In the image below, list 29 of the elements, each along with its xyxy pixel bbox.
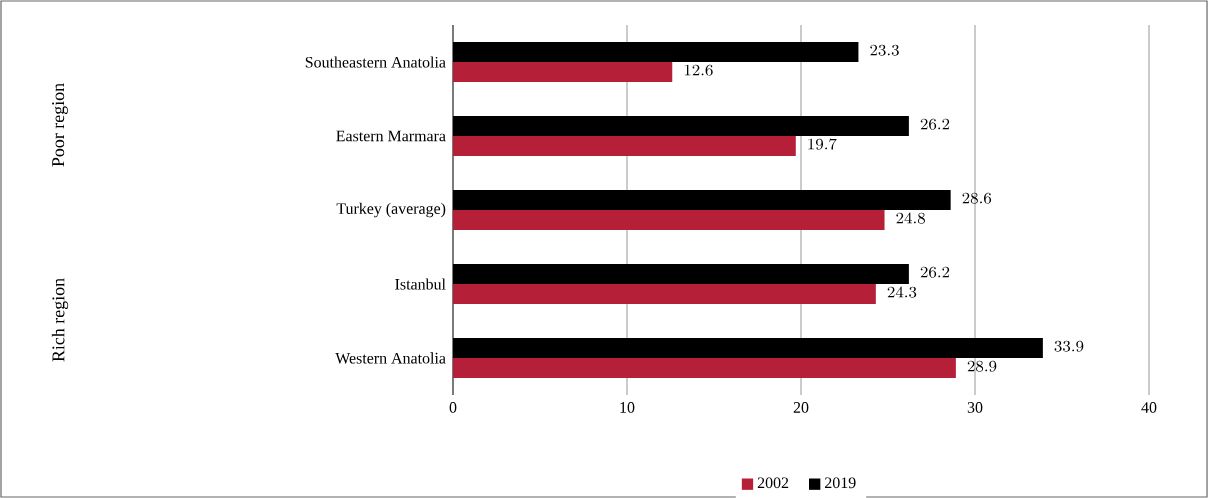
bar: [453, 210, 885, 231]
bar: [453, 358, 956, 379]
x-tick-label: 30: [967, 402, 983, 413]
data-label: 23.3: [870, 44, 899, 56]
x-tick-label: 10: [620, 402, 635, 413]
data-label: 26.2: [920, 118, 950, 130]
bar: [453, 62, 673, 83]
bar: [453, 136, 796, 157]
data-label: 24.8: [896, 212, 925, 224]
y-tick-label: Turkey (average): [336, 202, 446, 218]
data-label: 19.7: [808, 138, 837, 150]
legend-label: 2002: [757, 477, 789, 489]
data-label: 33.9: [1054, 340, 1084, 352]
text: Poor region: [52, 83, 68, 167]
legend-label: 2019: [825, 477, 856, 489]
x-tick-label: 0: [449, 402, 457, 413]
x-tick-label: 40: [1141, 402, 1157, 413]
data-label: 28.9: [967, 360, 997, 372]
y-tick-label: Eastern Marmara: [336, 130, 446, 142]
data-label: 12.6: [684, 64, 713, 76]
data-label: 26.2: [920, 266, 950, 278]
y-tick-label: Southeastern Anatolia: [305, 56, 446, 68]
bar: [453, 284, 876, 305]
y-tick-label: Western Anatolia: [335, 352, 446, 364]
data-label: 24.3: [887, 286, 917, 298]
text: Rich region: [51, 278, 69, 362]
data-label: 28.6: [962, 192, 992, 204]
x-tick-label: 20: [793, 402, 809, 413]
y-tick-label: Istanbul: [395, 278, 446, 290]
